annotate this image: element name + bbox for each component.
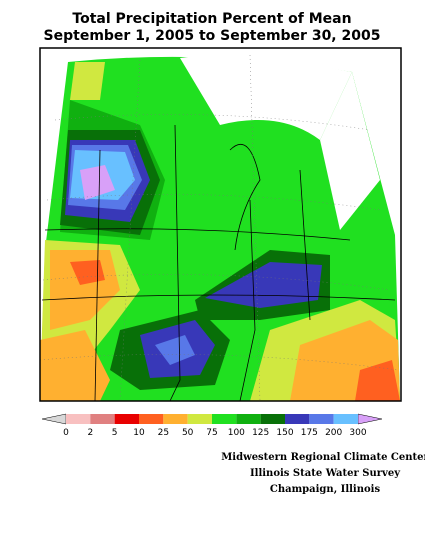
legend-swatch [236, 414, 261, 424]
title-line: September 1, 2005 to September 30, 2005 [44, 28, 381, 44]
legend-swatch [260, 414, 285, 424]
legend-swatch [309, 414, 334, 424]
legend-high [357, 413, 383, 425]
legend-swatch [187, 414, 212, 424]
legend-swatch [285, 414, 310, 424]
legend-tick-label: 200 [325, 428, 342, 438]
legend-swatch [114, 414, 139, 424]
legend-swatch [163, 414, 188, 424]
credit-line: Champaign, Illinois [270, 484, 381, 495]
map [39, 47, 402, 402]
title-line: Total Precipitation Percent of Mean [72, 11, 351, 27]
credit-line: Illinois State Water Survey [250, 468, 401, 479]
legend-swatch [212, 414, 237, 424]
legend-tick-label: 150 [276, 428, 293, 438]
legend-swatch [90, 414, 115, 424]
credit-line: Midwestern Regional Climate Center [221, 452, 425, 463]
legend-swatch [139, 414, 164, 424]
legend-tick-label: 5 [112, 428, 118, 438]
legend-tick-label: 2 [87, 428, 93, 438]
legend-tick-label: 10 [133, 428, 145, 438]
legend-tick-label: 175 [301, 428, 318, 438]
legend: 0 2 5 10 25 50 75 100 125 150 175 200 300 [41, 413, 383, 438]
legend-tick-label: 50 [182, 428, 194, 438]
legend-tick-label: 100 [228, 428, 245, 438]
legend-tick-label: 125 [252, 428, 269, 438]
legend-tick-label: 0 [63, 428, 69, 438]
legend-swatch [333, 414, 358, 424]
legend-tick-label: 300 [349, 428, 366, 438]
legend-low [41, 413, 67, 425]
legend-tick-label: 75 [206, 428, 217, 438]
legend-swatch [66, 414, 91, 424]
legend-tick-label: 25 [158, 428, 169, 438]
